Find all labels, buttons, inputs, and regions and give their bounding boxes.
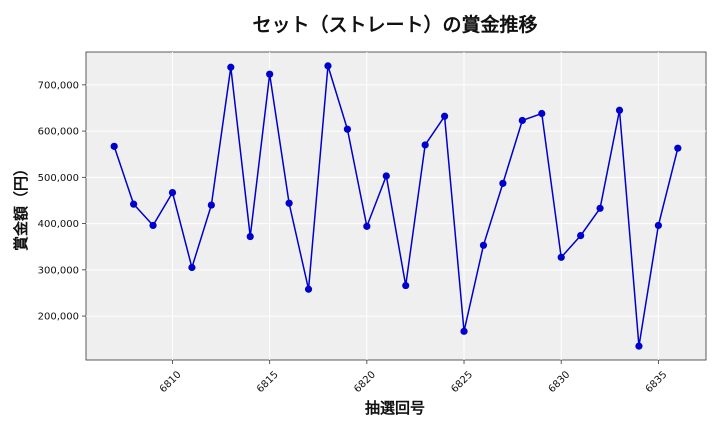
x-tick-label: 6815 (255, 369, 281, 395)
data-point (538, 109, 546, 118)
data-point (188, 263, 196, 272)
data-point (149, 221, 157, 230)
data-point (246, 232, 254, 241)
data-point (557, 253, 565, 261)
y-tick-label: 600,000 (38, 127, 79, 138)
data-point (324, 62, 332, 70)
data-point (421, 141, 429, 149)
data-point (479, 241, 488, 249)
x-tick-label: 6810 (158, 369, 184, 395)
data-point (499, 179, 507, 187)
y-tick-label: 500,000 (38, 173, 79, 184)
data-point (654, 221, 662, 230)
data-point (402, 281, 410, 290)
data-point (596, 204, 604, 212)
data-point (518, 116, 526, 125)
x-tick-label: 6835 (644, 369, 670, 395)
x-tick-label: 6830 (547, 369, 573, 395)
y-tick-label: 200,000 (38, 312, 79, 323)
data-point (674, 144, 682, 152)
x-tick-label: 6825 (449, 369, 475, 395)
y-tick-label: 300,000 (38, 265, 79, 276)
data-point (577, 231, 585, 240)
y-axis-label: 賞金額（円） (12, 161, 30, 251)
data-point (440, 112, 449, 120)
data-point (110, 142, 118, 150)
data-point (266, 70, 274, 78)
x-axis-ticks: 6810 6815 6820 6825 6830 6835 (158, 360, 670, 395)
data-point (285, 199, 293, 207)
chart-title: セット（ストレート）の賞金推移 (252, 13, 537, 36)
y-tick-label: 700,000 (38, 80, 79, 91)
y-axis-ticks: 200,000 300,000 400,000 500,000 600,000 700,0… (38, 80, 86, 323)
data-points (110, 62, 682, 350)
data-point (130, 200, 138, 208)
x-axis-label: 抽選回号 (365, 399, 425, 417)
data-point (363, 222, 371, 230)
data-point (343, 125, 352, 133)
x-tick-label: 6820 (352, 369, 378, 395)
series-line (113, 65, 679, 347)
plot-area (85, 51, 707, 361)
data-point (207, 201, 215, 209)
y-tick-label: 400,000 (38, 219, 79, 230)
data-point (227, 63, 235, 71)
data-point (460, 327, 468, 335)
data-point (304, 285, 313, 293)
data-point (635, 342, 643, 350)
data-point (168, 188, 177, 197)
data-point (615, 106, 624, 114)
data-point (382, 172, 390, 180)
